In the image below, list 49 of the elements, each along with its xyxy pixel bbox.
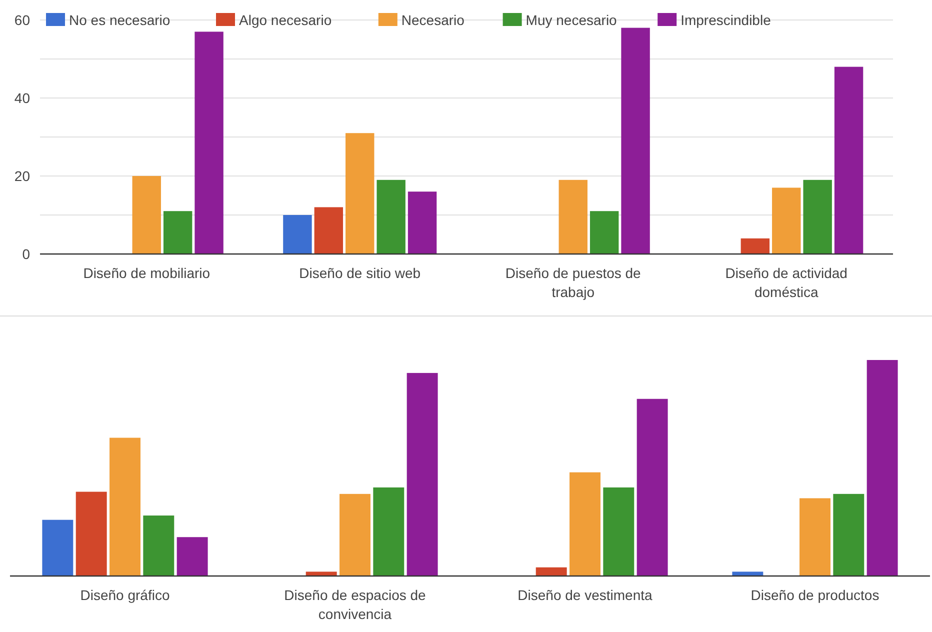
- x-tick-label: Diseño de puestos de trabajo: [505, 265, 642, 300]
- bar: [408, 192, 437, 254]
- bar: [803, 180, 832, 254]
- bar: [590, 211, 619, 254]
- bar: [376, 180, 406, 254]
- bar: [800, 498, 830, 576]
- bar: [833, 494, 864, 576]
- bar: [314, 207, 344, 254]
- y-tick-label: 60: [14, 12, 30, 28]
- bar: [373, 487, 404, 576]
- bar: [42, 520, 74, 576]
- bar: [772, 188, 801, 254]
- bar: [834, 66, 864, 254]
- bar: [163, 211, 192, 254]
- x-tick-label: Diseño de sitio web: [299, 265, 421, 281]
- bar: [194, 32, 224, 254]
- bar: [340, 494, 370, 576]
- bar: [76, 492, 107, 576]
- x-tick-label: Diseño de mobiliario: [83, 265, 210, 281]
- bar: [283, 215, 312, 254]
- bar: [558, 180, 588, 254]
- y-tick-label: 20: [14, 168, 30, 184]
- legend-label: Necesario: [401, 12, 465, 28]
- bar: [176, 537, 208, 576]
- bar: [636, 398, 668, 576]
- bar: [406, 372, 438, 576]
- y-tick-label: 40: [14, 90, 30, 106]
- bar: [306, 572, 337, 576]
- legend-label: Imprescindible: [680, 12, 772, 28]
- bar: [570, 472, 600, 576]
- x-tick-label: Diseño de vestimenta: [518, 587, 653, 603]
- bar: [143, 516, 174, 576]
- bar: [866, 360, 898, 576]
- legend-label: Algo necesario: [239, 12, 332, 28]
- bar: [346, 133, 374, 254]
- x-tick-label: Diseño de productos: [750, 587, 880, 603]
- bar: [110, 438, 140, 576]
- bar: [536, 567, 567, 576]
- x-tick-label: Diseño de espacios de convivencia: [284, 587, 426, 622]
- bar: [732, 572, 764, 576]
- x-tick-label: Diseño gráfico: [80, 587, 170, 603]
- legend-label: Muy necesario: [526, 12, 618, 28]
- bar: [621, 28, 650, 254]
- legend-label: No es necesario: [69, 12, 170, 28]
- y-tick-label: 0: [22, 246, 30, 262]
- x-tick-label: Diseño de actividad doméstica: [725, 265, 848, 300]
- bar: [132, 176, 161, 254]
- bar: [740, 238, 770, 254]
- bar: [603, 487, 634, 576]
